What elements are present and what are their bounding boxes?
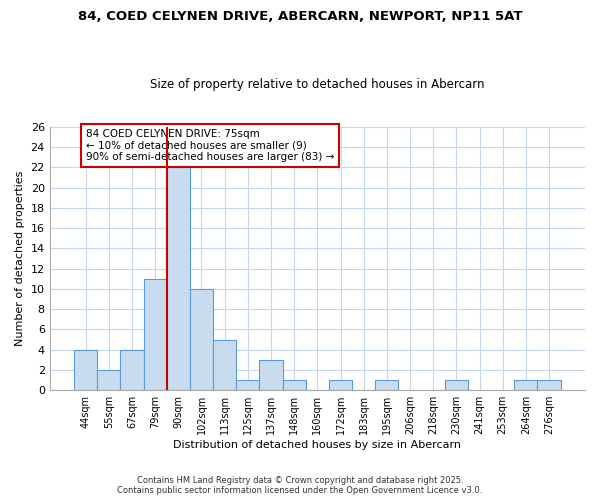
- Bar: [121, 350, 143, 390]
- Bar: [283, 380, 306, 390]
- X-axis label: Distribution of detached houses by size in Abercarn: Distribution of detached houses by size …: [173, 440, 461, 450]
- Text: 84 COED CELYNEN DRIVE: 75sqm
← 10% of detached houses are smaller (9)
90% of sem: 84 COED CELYNEN DRIVE: 75sqm ← 10% of de…: [86, 129, 334, 162]
- Bar: [213, 340, 236, 390]
- Bar: [143, 279, 167, 390]
- Bar: [514, 380, 538, 390]
- Bar: [167, 168, 190, 390]
- Bar: [74, 350, 97, 390]
- Bar: [97, 370, 121, 390]
- Y-axis label: Number of detached properties: Number of detached properties: [15, 171, 25, 346]
- Text: 84, COED CELYNEN DRIVE, ABERCARN, NEWPORT, NP11 5AT: 84, COED CELYNEN DRIVE, ABERCARN, NEWPOR…: [78, 10, 522, 23]
- Bar: [538, 380, 560, 390]
- Bar: [236, 380, 259, 390]
- Text: Contains HM Land Registry data © Crown copyright and database right 2025.
Contai: Contains HM Land Registry data © Crown c…: [118, 476, 482, 495]
- Title: Size of property relative to detached houses in Abercarn: Size of property relative to detached ho…: [150, 78, 485, 91]
- Bar: [259, 360, 283, 390]
- Bar: [375, 380, 398, 390]
- Bar: [329, 380, 352, 390]
- Bar: [445, 380, 468, 390]
- Bar: [190, 289, 213, 390]
